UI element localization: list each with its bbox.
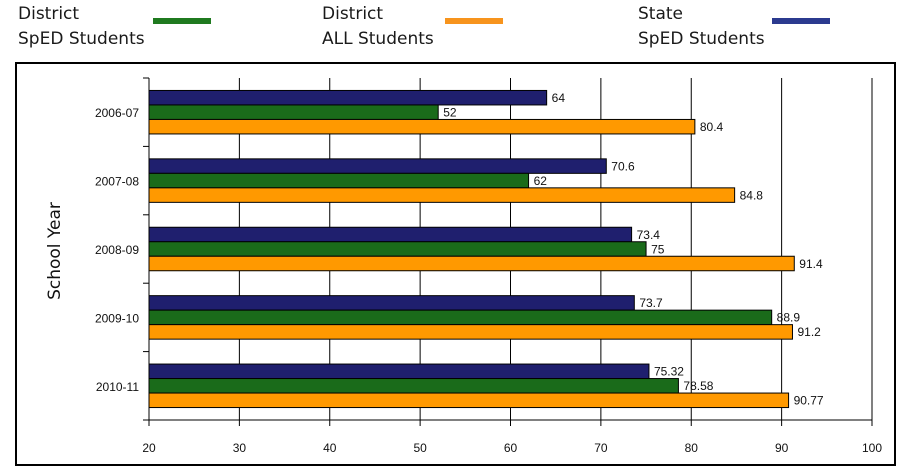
- legend-item-district-sped: District SpED Students: [18, 2, 145, 52]
- x-tick-label: 90: [775, 441, 789, 455]
- bar: [148, 392, 790, 409]
- bar: [148, 226, 633, 243]
- bar: [148, 241, 647, 257]
- legend-item-district-all: District ALL Students: [322, 2, 434, 52]
- x-tick-label: 40: [323, 441, 337, 455]
- bar: [148, 104, 439, 120]
- x-tick-label: 100: [862, 441, 882, 455]
- x-tick-label: 30: [233, 441, 247, 455]
- data-label: 88.9: [777, 311, 801, 325]
- data-label: 70.6: [611, 159, 635, 173]
- bar: [148, 158, 607, 174]
- bar: [148, 89, 548, 106]
- data-label: 80.4: [700, 120, 724, 134]
- legend-label-line1: District: [322, 4, 384, 24]
- x-tick-label: 50: [413, 441, 427, 455]
- data-label: 73.7: [639, 296, 663, 310]
- category-label: 2010-11: [96, 380, 139, 394]
- y-axis-label: School Year: [45, 202, 65, 300]
- category-label: 2008-09: [95, 243, 139, 257]
- data-label: 90.77: [794, 394, 824, 408]
- legend-label-line1: State: [638, 4, 683, 24]
- data-label: 62: [534, 174, 548, 188]
- legend-label-line2: SpED Students: [18, 29, 145, 49]
- x-tick-label: 20: [142, 441, 156, 455]
- bar: [148, 363, 650, 380]
- x-tick-label: 80: [685, 441, 699, 455]
- category-label: 2007-08: [95, 175, 139, 189]
- data-label: 84.8: [740, 188, 764, 202]
- data-label: 52: [443, 105, 457, 119]
- data-label: 64: [552, 91, 566, 105]
- data-label: 73.4: [637, 228, 661, 242]
- chart-legend: District SpED Students District ALL Stud…: [0, 0, 921, 60]
- legend-label-line2: ALL Students: [322, 29, 434, 49]
- legend-swatch-district-all: [445, 18, 503, 24]
- bar: [148, 187, 736, 203]
- data-label: 91.2: [797, 325, 821, 339]
- category-label: 2009-10: [95, 311, 139, 325]
- category-label: 2006-07: [95, 106, 139, 120]
- bar: [148, 324, 793, 340]
- bar: [148, 295, 635, 311]
- chart-frame: [15, 62, 896, 466]
- legend-swatch-district-sped: [153, 18, 211, 24]
- data-label: 75.32: [654, 365, 684, 379]
- data-label: 91.4: [799, 257, 823, 271]
- bar: [148, 309, 773, 326]
- bar: [148, 378, 679, 394]
- legend-label-line2: SpED Students: [638, 29, 765, 49]
- bar: [148, 172, 530, 189]
- legend-swatch-state-sped: [772, 18, 830, 24]
- legend-item-state-sped: State SpED Students: [638, 2, 765, 52]
- bar: [148, 255, 795, 272]
- legend-label-line1: District: [18, 4, 80, 24]
- data-label: 78.58: [683, 379, 713, 393]
- x-tick-label: 70: [594, 441, 608, 455]
- data-label: 75: [651, 242, 665, 256]
- x-tick-label: 60: [504, 441, 518, 455]
- bar: [148, 118, 696, 135]
